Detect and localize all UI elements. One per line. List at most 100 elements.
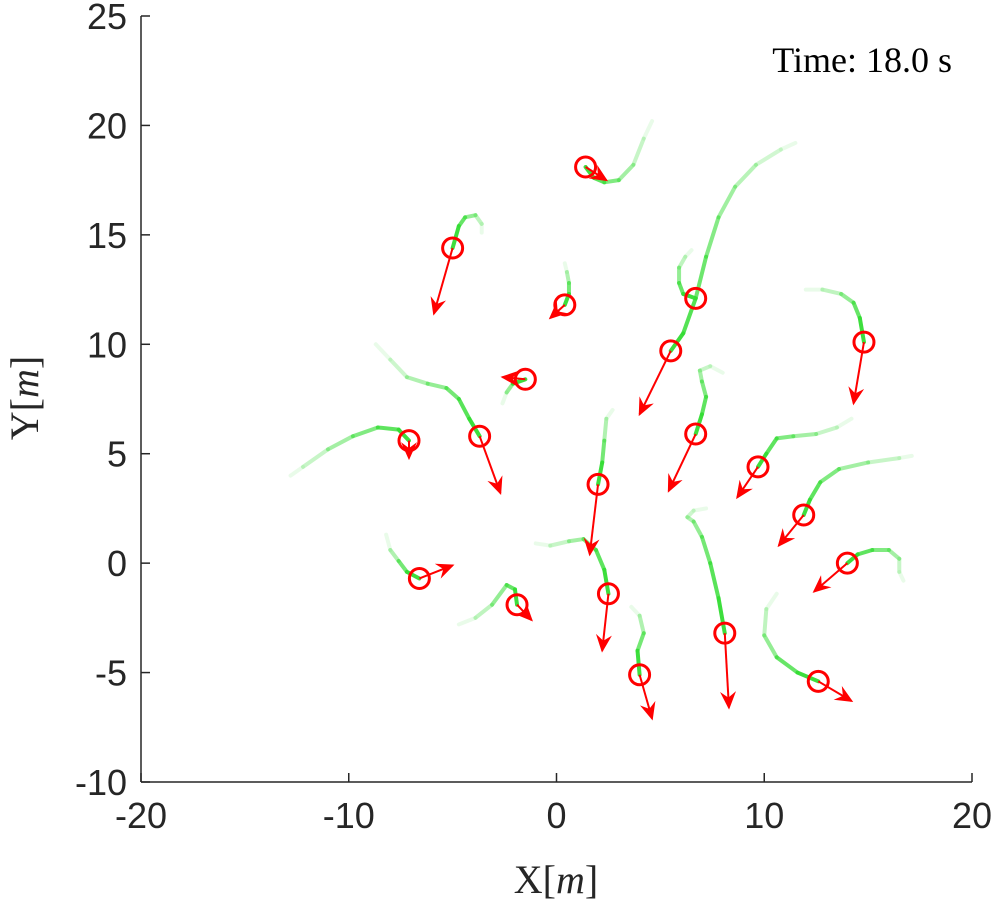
trajectory-segment [396, 558, 409, 574]
y-tick-label: 15 [87, 215, 127, 256]
trajectory-segment [708, 364, 725, 375]
y-tick-label: 0 [107, 543, 127, 584]
trajectory-segment [325, 434, 355, 452]
trajectory-segment [764, 436, 779, 456]
agent-marker [397, 429, 421, 453]
agent-marker [505, 593, 529, 617]
agent-marker [628, 663, 652, 687]
x-tick-label: -20 [115, 795, 167, 836]
agent-marker [553, 293, 577, 317]
agent-marker [574, 155, 598, 179]
trajectory-segment [677, 254, 688, 270]
agent-marker [835, 551, 859, 575]
trajectory-segment [851, 300, 862, 321]
trajectory-segment [857, 316, 866, 345]
trajectory-segment [855, 548, 875, 557]
y-tick-label: 20 [87, 105, 127, 146]
trajectory-segment [631, 136, 646, 167]
trajectory-segment [444, 386, 461, 401]
trajectory-segment [463, 213, 478, 220]
trajectory-segment [373, 342, 393, 362]
y-tick-label: -5 [95, 653, 127, 694]
trajectory-segment [500, 390, 509, 406]
agent-marker [713, 621, 737, 645]
trajectory-segment [774, 434, 796, 441]
trajectory-segment [756, 451, 769, 469]
trajectory-segment [635, 631, 646, 653]
velocity-arrow [812, 562, 849, 593]
trajectory-segment [375, 425, 401, 432]
trajectory-segment [629, 604, 642, 618]
trajectory-segment [562, 261, 569, 275]
trajectory-segment [704, 215, 721, 259]
trajectory-segment [456, 615, 478, 627]
trajectory-trails [288, 119, 914, 684]
trajectory-segment [697, 368, 704, 384]
y-tick-label: 10 [87, 324, 127, 365]
trajectory-segment [404, 569, 422, 581]
axes: -20 -10 0 10 20 -10 -5 0 5 10 15 20 25 [75, 0, 992, 836]
velocity-arrow [585, 164, 609, 182]
agent-marker [684, 422, 708, 446]
agent-marker [513, 367, 537, 391]
trajectory-segment [602, 178, 621, 185]
trajectory-segment [699, 534, 713, 566]
y-tick-label: 5 [107, 434, 127, 475]
trajectory-segment [564, 270, 571, 286]
trajectory-segment [814, 425, 839, 437]
y-tick-label: -10 [75, 762, 127, 803]
trajectory-segment [637, 613, 646, 636]
y-axis-ticks: -10 -5 0 5 10 15 20 25 [75, 0, 150, 803]
trajectory-segment [762, 607, 769, 638]
velocity-arrow [736, 466, 759, 500]
trajectory-segment [456, 397, 472, 421]
y-tick-label: 25 [87, 0, 127, 37]
agent-marker [792, 503, 816, 527]
trajectory-segment [839, 291, 856, 305]
trajectory-segment [699, 394, 709, 417]
trajectory-segment [691, 506, 709, 513]
trajectory-segment [733, 162, 758, 189]
trajectory-segment [473, 213, 484, 226]
trajectory-segment [897, 569, 906, 583]
trajectory-segment [681, 296, 698, 336]
x-tick-label: 0 [546, 795, 566, 836]
agent-marker [441, 236, 465, 260]
trajectory-segment [886, 548, 902, 561]
x-axis-title: X[m] [514, 857, 598, 902]
x-axis-ticks: -20 -10 0 10 20 [115, 773, 992, 836]
trajectory-segment [801, 497, 812, 517]
agent-marker [684, 286, 708, 310]
trajectory-segment [866, 456, 902, 465]
trajectory-segment [699, 379, 709, 399]
agent-marker [806, 669, 830, 693]
trajectory-segment [697, 364, 713, 373]
trajectory-segment [708, 561, 721, 601]
trajectory-segment [716, 596, 727, 636]
trajectory-segment [512, 587, 520, 607]
agent-marker [586, 472, 610, 496]
trajectory-segment [604, 407, 615, 421]
trajectory-segment [548, 539, 571, 548]
agent-marker [596, 582, 620, 606]
trajectory-segment [602, 416, 609, 443]
trajectory-segment [897, 453, 914, 461]
trajectory-segment [490, 583, 509, 607]
agent-marker [852, 330, 876, 354]
trajectory-segment [762, 633, 779, 660]
velocity-arrow [817, 680, 854, 703]
trajectory-segment [602, 567, 611, 596]
trajectory-segment [818, 467, 842, 485]
agent-marker [468, 424, 492, 448]
y-axis-title: Y[m] [2, 356, 47, 440]
velocity-arrow [638, 350, 672, 417]
trajectory-segment [384, 532, 393, 553]
trajectory-segment [388, 357, 409, 380]
agent-marker [659, 339, 683, 363]
trajectory-segment [820, 287, 844, 296]
trajectory-segment [533, 541, 553, 548]
trajectory-segment [837, 460, 871, 472]
trajectory-segment [753, 147, 783, 167]
trajectory-segment [683, 248, 694, 259]
